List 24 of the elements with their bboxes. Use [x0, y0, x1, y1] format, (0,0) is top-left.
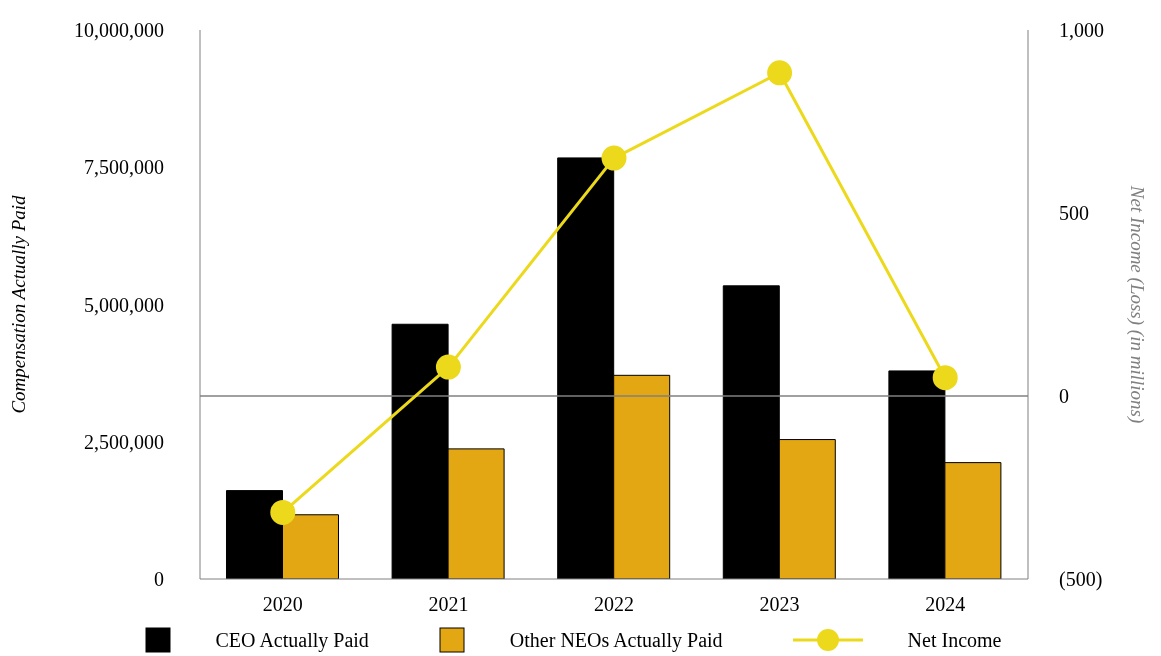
x-tick-label: 2023: [759, 593, 800, 616]
y-tick-label: 7,500,000: [84, 156, 164, 179]
y2-tick-label: (500): [1059, 568, 1103, 592]
x-tick-label: 2020: [262, 593, 303, 616]
y-tick-label: 5,000,000: [84, 293, 164, 316]
point: [767, 60, 793, 86]
y2-tick-label: 0: [1059, 385, 1069, 408]
x-tick-label: 2022: [594, 593, 634, 616]
y-tick-label: 2,500,000: [84, 430, 164, 453]
y2-axis-title: Net Income (Loss) (in millions): [1126, 184, 1149, 424]
y-tick-label: 10,000,000: [74, 19, 164, 42]
point: [601, 145, 627, 171]
x-tick-label: 2021: [428, 593, 469, 616]
y-axis-title: Compensation Actually Paid: [7, 194, 29, 414]
x-tick-label: 2024: [925, 593, 966, 616]
point: [435, 354, 461, 380]
y-tick-label: 0: [154, 568, 164, 591]
y2-tick-label: 500: [1059, 202, 1089, 225]
legend-label: Net Income: [907, 628, 1002, 652]
legend-label: CEO Actually Paid: [215, 628, 369, 652]
y2-tick-label: 1,000: [1059, 19, 1104, 42]
point: [270, 499, 296, 525]
point: [932, 365, 958, 391]
legend-label: Other NEOs Actually Paid: [509, 628, 723, 652]
